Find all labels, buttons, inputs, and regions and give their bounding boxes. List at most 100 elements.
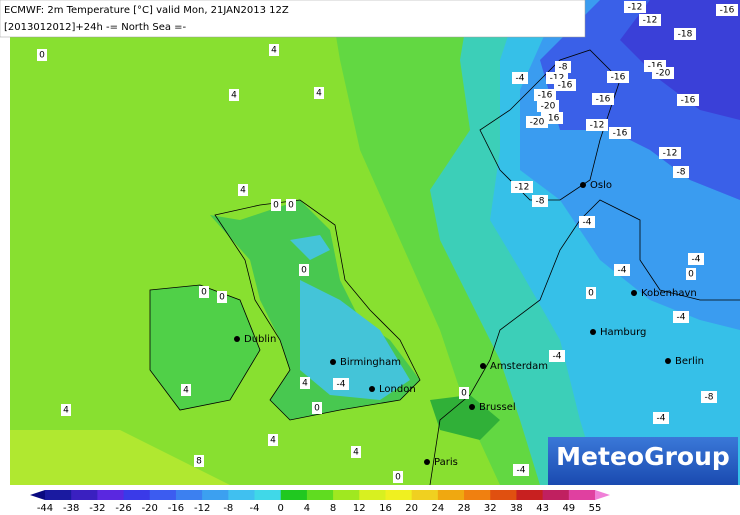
contour-label: -18 bbox=[678, 30, 693, 40]
city-name: Hamburg bbox=[600, 327, 646, 338]
contour-label: -20 bbox=[530, 118, 545, 128]
contour-label-box bbox=[532, 195, 548, 207]
contour-label-box bbox=[549, 350, 565, 362]
contour-label-box bbox=[688, 253, 704, 265]
colorbar-segment bbox=[228, 490, 256, 500]
contour-label: -4 bbox=[692, 255, 701, 265]
colorbar-label: -16 bbox=[168, 503, 184, 514]
header-line: ECMWF: 2m Temperature [°C] valid Mon, 21… bbox=[4, 5, 289, 16]
colorbar-label: 32 bbox=[484, 503, 497, 514]
contour-label: 4 bbox=[316, 89, 322, 99]
contour-label: -16 bbox=[681, 96, 696, 106]
colorbar-segment bbox=[437, 490, 465, 500]
contour-label: -8 bbox=[677, 168, 686, 178]
contour-label: -4 bbox=[517, 466, 526, 476]
colorbar-label: -32 bbox=[89, 503, 105, 514]
city-dot bbox=[369, 386, 375, 392]
contour-label: -16 bbox=[613, 129, 628, 139]
contour-label-box bbox=[579, 216, 595, 228]
contour-label: -4 bbox=[618, 266, 627, 276]
colorbar-segment bbox=[45, 490, 72, 500]
contour-label-box bbox=[652, 67, 674, 79]
city-dot bbox=[480, 363, 486, 369]
colorbar-segment bbox=[306, 490, 334, 500]
city-name: London bbox=[379, 384, 416, 395]
contour-label-box bbox=[269, 44, 279, 56]
contour-label: -8 bbox=[705, 393, 714, 403]
contour-label-box bbox=[653, 412, 669, 424]
contour-label-box bbox=[607, 71, 629, 83]
contour-label-box bbox=[286, 199, 296, 211]
city-name: Paris bbox=[434, 457, 458, 468]
city-dot bbox=[234, 336, 240, 342]
contour-label: 4 bbox=[231, 91, 237, 101]
contour-label: -4 bbox=[553, 352, 562, 362]
colorbar-label: -12 bbox=[194, 503, 210, 514]
contour-label: 4 bbox=[240, 186, 246, 196]
colorbar-label: 0 bbox=[278, 503, 284, 514]
contour-label: -8 bbox=[536, 197, 545, 207]
colorbar-label: 55 bbox=[589, 503, 602, 514]
contour-label-box bbox=[534, 89, 556, 101]
contour-label: -4 bbox=[583, 218, 592, 228]
city-name: Amsterdam bbox=[490, 361, 548, 372]
contour-label-box bbox=[217, 291, 227, 303]
contour-label-box bbox=[592, 93, 614, 105]
contour-label-box bbox=[333, 378, 349, 390]
contour-label: -16 bbox=[545, 114, 560, 124]
contour-label-box bbox=[554, 79, 576, 91]
contour-label: 0 bbox=[219, 293, 225, 303]
city-dot bbox=[580, 182, 586, 188]
colorbar-label: -38 bbox=[63, 503, 79, 514]
contour-label-box bbox=[609, 127, 631, 139]
contour-label-box bbox=[639, 14, 661, 26]
city-name: Birmingham bbox=[340, 357, 401, 368]
contour-label-box bbox=[199, 286, 209, 298]
contour-label-box bbox=[61, 404, 71, 416]
contour-label-box bbox=[555, 61, 571, 73]
colorbar-segment bbox=[568, 490, 596, 500]
colorbar-label: 16 bbox=[379, 503, 392, 514]
contour-label-box bbox=[586, 287, 596, 299]
contour-label: 0 bbox=[39, 51, 45, 61]
city-dot bbox=[469, 404, 475, 410]
contour-label-box bbox=[511, 181, 533, 193]
contour-label: -16 bbox=[611, 73, 626, 83]
contour-label: 4 bbox=[353, 448, 359, 458]
contour-label: 0 bbox=[314, 404, 320, 414]
contour-label-box bbox=[229, 89, 239, 101]
contour-label: -16 bbox=[596, 95, 611, 105]
city-dot bbox=[424, 459, 430, 465]
contour-label-box bbox=[686, 268, 696, 280]
contour-label-box bbox=[586, 119, 608, 131]
colorbar-label: -20 bbox=[142, 503, 158, 514]
contour-label-box bbox=[716, 4, 738, 16]
contour-label: 0 bbox=[201, 288, 207, 298]
colorbar-label: 49 bbox=[562, 503, 575, 514]
city-dot bbox=[631, 290, 637, 296]
contour-label-box bbox=[701, 391, 717, 403]
contour-label-box bbox=[659, 147, 681, 159]
city-dot bbox=[665, 358, 671, 364]
contour-label: -12 bbox=[515, 183, 530, 193]
colorbar-segment bbox=[202, 490, 229, 500]
contour-label-box bbox=[537, 100, 559, 112]
contour-label: 4 bbox=[271, 46, 277, 56]
contour-label: 4 bbox=[183, 386, 189, 396]
contour-label: 0 bbox=[461, 389, 467, 399]
colorbar-label: -26 bbox=[115, 503, 131, 514]
contour-label: 4 bbox=[302, 379, 308, 389]
header-line: [2013012012]+24h -= North Sea =- bbox=[4, 22, 187, 33]
contour-label: -4 bbox=[516, 74, 525, 84]
contour-label-box bbox=[299, 264, 309, 276]
colorbar-label: 8 bbox=[330, 503, 336, 514]
contour-label-box bbox=[393, 471, 403, 483]
colorbar-segment bbox=[333, 490, 360, 500]
colorbar-label: 12 bbox=[353, 503, 366, 514]
colorbar-segment bbox=[149, 490, 177, 500]
contour-label-box bbox=[271, 199, 281, 211]
contour-label-box bbox=[300, 377, 310, 389]
colorbar-label: 43 bbox=[536, 503, 549, 514]
colorbar-label: 4 bbox=[304, 503, 310, 514]
contour-label: -16 bbox=[648, 62, 663, 72]
